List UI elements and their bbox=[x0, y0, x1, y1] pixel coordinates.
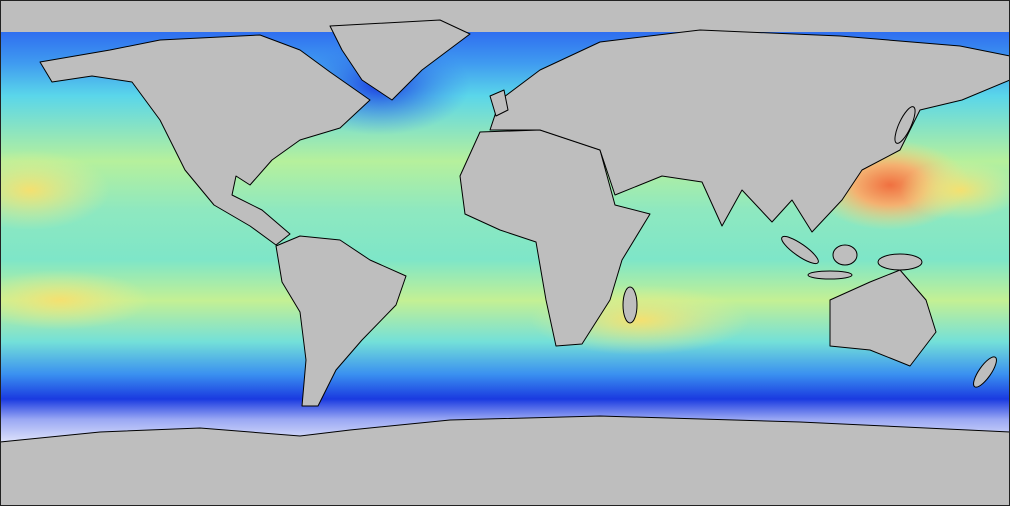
warm-region bbox=[900, 160, 1010, 220]
land bbox=[0, 19, 1010, 506]
north-america bbox=[39, 34, 371, 246]
greenland bbox=[329, 19, 471, 101]
island bbox=[877, 253, 923, 271]
new-zealand bbox=[973, 356, 997, 388]
australia bbox=[829, 269, 937, 367]
island bbox=[894, 106, 916, 144]
warm-region bbox=[0, 270, 150, 330]
eurasia bbox=[489, 29, 1010, 233]
warm-region bbox=[0, 150, 110, 230]
madagascar bbox=[622, 286, 638, 324]
island bbox=[832, 244, 858, 266]
island bbox=[781, 235, 819, 265]
britain bbox=[489, 89, 509, 117]
island bbox=[807, 270, 853, 280]
antarctica bbox=[0, 415, 1010, 506]
south-america bbox=[275, 235, 407, 407]
